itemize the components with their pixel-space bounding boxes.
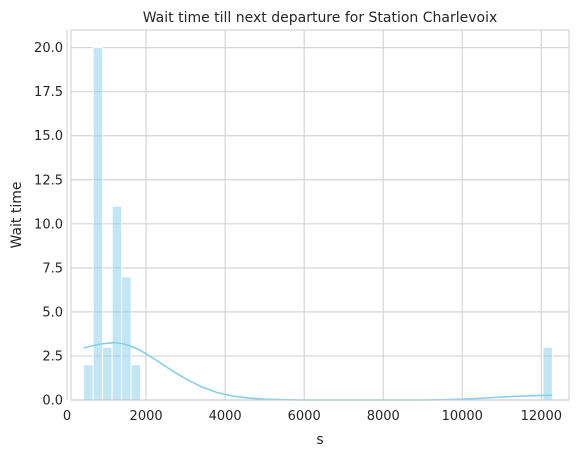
x-tick-label: 2000 <box>130 409 163 424</box>
y-tick-label: 15.0 <box>34 129 63 144</box>
histogram-bar <box>102 346 113 401</box>
y-tick-label: 10.0 <box>34 217 63 232</box>
y-tick-label: 12.5 <box>34 173 63 188</box>
x-axis-ticks: 0 2000 4000 6000 8000 10000 12000 <box>63 409 562 424</box>
histogram-bar <box>542 346 553 401</box>
histogram-bar <box>83 364 94 401</box>
y-tick-label: 0.0 <box>42 394 63 409</box>
x-axis-label: s <box>316 432 323 448</box>
y-tick-label: 17.5 <box>34 85 63 100</box>
x-tick-label: 0 <box>63 409 71 424</box>
kde-curve <box>83 341 553 401</box>
x-tick-label: 6000 <box>288 409 321 424</box>
histogram-bar <box>92 47 104 401</box>
y-tick-label: 20.0 <box>34 41 63 56</box>
bars <box>83 47 553 401</box>
y-axis-label: Wait time <box>9 182 25 249</box>
y-tick-label: 2.5 <box>42 349 63 364</box>
histogram-bar <box>111 205 123 401</box>
grid <box>66 30 569 401</box>
y-axis-ticks: 0.0 2.5 5.0 7.5 10.0 12.5 15.0 17.5 20.0 <box>34 41 63 408</box>
x-tick-label: 10000 <box>442 409 483 424</box>
x-tick-label: 4000 <box>209 409 242 424</box>
y-tick-label: 7.5 <box>42 261 63 276</box>
x-tick-label: 12000 <box>521 409 562 424</box>
histogram-bar <box>130 364 142 401</box>
y-tick-label: 5.0 <box>42 305 63 320</box>
plot-frame <box>70 29 570 401</box>
histogram-bar <box>121 276 132 401</box>
chart-title: Wait time till next departure for Statio… <box>143 10 498 26</box>
x-tick-label: 8000 <box>367 409 400 424</box>
